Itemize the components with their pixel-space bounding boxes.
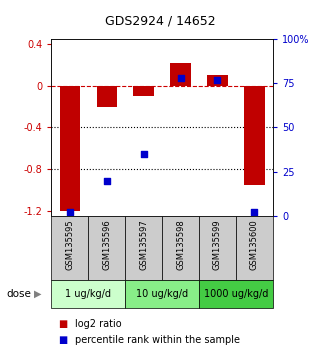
Bar [236,216,273,280]
Bar [125,280,199,308]
Bar [199,216,236,280]
Point [215,77,220,82]
Bar [97,86,117,107]
Bar [60,86,80,211]
Bar [125,216,162,280]
Text: 1000 ug/kg/d: 1000 ug/kg/d [204,289,268,299]
Point [104,178,109,183]
Text: GSM135600: GSM135600 [250,219,259,270]
Text: GSM135597: GSM135597 [139,219,148,270]
Text: log2 ratio: log2 ratio [75,319,122,329]
Bar [51,216,88,280]
Point [67,210,72,215]
Text: GDS2924 / 14652: GDS2924 / 14652 [105,14,216,27]
Text: ■: ■ [58,335,67,345]
Bar [134,86,154,96]
Bar [88,216,125,280]
Bar [207,75,228,86]
Text: percentile rank within the sample: percentile rank within the sample [75,335,240,345]
Text: 10 ug/kg/d: 10 ug/kg/d [136,289,188,299]
Bar [162,216,199,280]
Point [252,210,257,215]
Bar [244,86,265,185]
Text: ■: ■ [58,319,67,329]
Text: GSM135599: GSM135599 [213,219,222,270]
Text: GSM135595: GSM135595 [65,219,74,270]
Text: GSM135598: GSM135598 [176,219,185,270]
Text: GSM135596: GSM135596 [102,219,111,270]
Bar [199,280,273,308]
Point [141,151,146,157]
Bar [51,280,125,308]
Text: ▶: ▶ [34,289,41,299]
Text: 1 ug/kg/d: 1 ug/kg/d [65,289,111,299]
Text: dose: dose [6,289,31,299]
Bar [170,63,191,86]
Point [178,75,183,81]
